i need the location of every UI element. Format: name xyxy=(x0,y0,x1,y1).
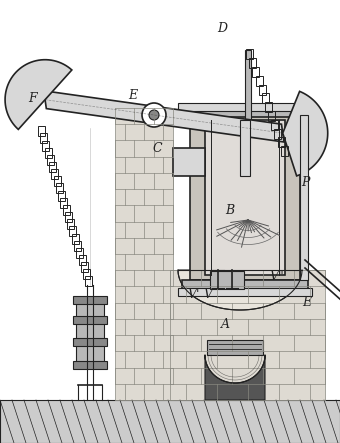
Bar xyxy=(0,400,340,443)
Bar xyxy=(73,296,107,304)
Polygon shape xyxy=(283,91,328,176)
Bar xyxy=(74,241,81,251)
Bar xyxy=(47,155,54,165)
Bar xyxy=(178,288,312,296)
Bar xyxy=(277,137,285,148)
Bar xyxy=(65,212,72,222)
Bar xyxy=(146,108,162,120)
Text: V": V" xyxy=(270,271,284,284)
Bar xyxy=(173,148,205,176)
Bar xyxy=(76,248,83,258)
Text: C: C xyxy=(152,141,162,155)
Bar xyxy=(115,108,173,400)
Bar xyxy=(271,120,278,130)
Polygon shape xyxy=(178,270,302,310)
Text: B: B xyxy=(225,203,235,217)
Bar xyxy=(255,76,262,86)
Bar xyxy=(178,103,312,111)
Bar xyxy=(73,338,107,346)
Polygon shape xyxy=(44,91,284,142)
Bar xyxy=(38,126,45,136)
Bar xyxy=(182,107,308,117)
Bar xyxy=(61,198,67,208)
Bar xyxy=(42,140,49,151)
Bar xyxy=(76,300,104,365)
Bar xyxy=(56,183,63,194)
Text: E: E xyxy=(303,295,311,308)
Bar xyxy=(280,146,288,156)
Bar xyxy=(268,111,275,121)
Bar xyxy=(81,262,88,272)
Bar xyxy=(58,190,65,201)
Bar xyxy=(245,50,251,130)
Text: P: P xyxy=(301,176,309,190)
Bar xyxy=(40,133,47,144)
Bar xyxy=(207,340,263,355)
Bar xyxy=(83,269,90,279)
Bar xyxy=(274,128,282,139)
Bar xyxy=(249,58,256,68)
Circle shape xyxy=(142,103,166,127)
Bar xyxy=(85,276,92,287)
Bar xyxy=(182,280,308,290)
Polygon shape xyxy=(5,60,72,129)
Bar xyxy=(69,226,76,237)
Bar xyxy=(49,162,56,172)
Bar xyxy=(72,233,79,244)
Circle shape xyxy=(149,110,159,120)
Text: D: D xyxy=(217,22,227,35)
Text: V: V xyxy=(204,288,212,302)
Polygon shape xyxy=(205,355,265,400)
Bar xyxy=(190,115,300,280)
Bar xyxy=(259,85,266,95)
Bar xyxy=(73,315,107,323)
Bar xyxy=(210,271,244,289)
Bar xyxy=(240,120,250,176)
Bar xyxy=(54,176,61,187)
Text: A: A xyxy=(221,319,230,331)
Bar xyxy=(170,270,325,400)
Bar xyxy=(79,255,86,265)
Bar xyxy=(51,169,58,179)
Bar xyxy=(262,93,269,103)
Text: V': V' xyxy=(188,288,200,302)
Bar xyxy=(246,50,253,59)
Text: E: E xyxy=(129,89,138,101)
Bar xyxy=(45,148,52,158)
Bar xyxy=(67,219,74,229)
Bar xyxy=(265,102,272,112)
Bar xyxy=(73,361,107,369)
Text: F: F xyxy=(29,92,37,105)
Bar xyxy=(252,67,259,77)
Bar xyxy=(205,120,285,275)
Bar xyxy=(63,205,70,215)
Bar xyxy=(300,115,308,280)
